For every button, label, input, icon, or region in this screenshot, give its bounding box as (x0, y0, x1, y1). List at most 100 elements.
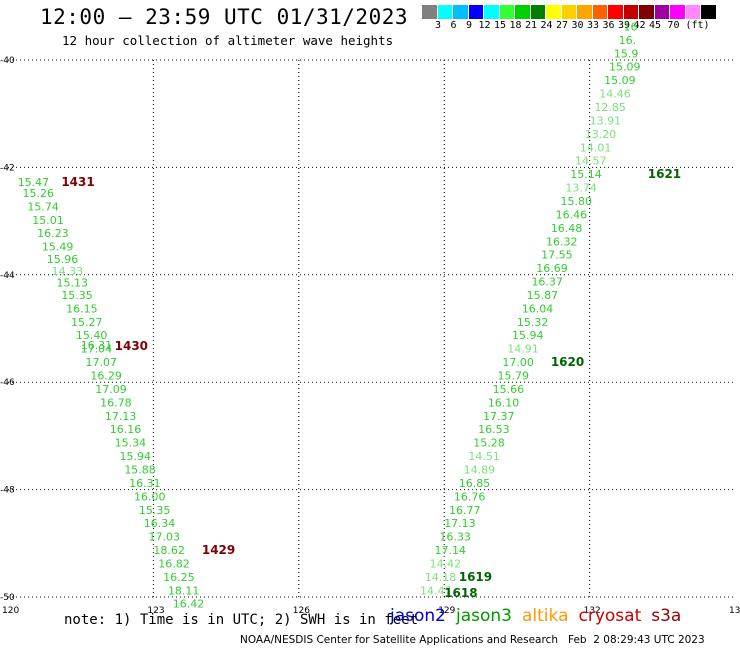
swh-value-label: 14.42 (430, 557, 462, 570)
swh-value-label: 17.09 (95, 383, 127, 396)
swh-value-label: 14.01 (580, 141, 612, 154)
colorbar-label: 39 (617, 20, 631, 31)
swh-value-label: 17.00 (502, 356, 534, 369)
units-note: note: 1) Time is in UTC; 2) SWH is in fe… (64, 612, 419, 628)
colorbar-label: 24 (540, 20, 553, 31)
swh-value-label: 15.09 (604, 74, 636, 87)
swh-value-label: 15.28 (473, 437, 505, 450)
colorbar-labels: 3 6 9 12 15 18 21 24 27 30 33 36 39 42 45 70 (ft) (422, 20, 740, 34)
swh-value-label: 16.00 (134, 490, 166, 503)
map-title: 12:00 — 23:59 UTC 01/31/2023 (40, 5, 409, 29)
swh-value-label: 15.94 (512, 329, 544, 342)
colorbar-label: 6 (450, 20, 457, 31)
swh-value-label: 16.53 (478, 423, 510, 436)
pass-time-label: 1619 (459, 570, 492, 584)
lon-label: 123 (147, 606, 164, 616)
colorbar-swatch (623, 5, 639, 19)
swh-value-label: 16.31 (81, 339, 113, 352)
swh-value-label: 15.14 (570, 168, 602, 181)
lon-label: 126 (293, 606, 310, 616)
colorbar-swatch (437, 5, 453, 19)
swh-value-label: 12.85 (594, 101, 626, 114)
swh-value-label: 16.42 (173, 598, 205, 611)
swh-value-label: 16.33 (439, 531, 471, 544)
swh-value-label: 17.37 (483, 410, 515, 423)
swh-value-label: 14.57 (575, 155, 607, 168)
lat-label: -50 (0, 593, 15, 603)
legend-jason3: jason3 (456, 606, 512, 626)
swh-value-label: 17.04 (81, 343, 113, 356)
swh-value-label: 15.49 (42, 241, 74, 254)
pass-time-label: 1430 (115, 339, 148, 353)
colorbar-swatch (530, 5, 546, 19)
swh-value-label: 15.66 (493, 383, 524, 396)
colorbar-label: 70 (ft) (667, 20, 710, 31)
colorbar-label: 12 (478, 20, 491, 31)
colorbar-swatch (422, 5, 438, 19)
lon-label: 120 (2, 606, 19, 616)
swh-value-label: 16.31 (129, 477, 161, 490)
swh-value-label: 15.88 (124, 463, 156, 476)
pass-time-label: 1431 (61, 175, 94, 189)
swh-value-label: 15.26 (23, 187, 55, 200)
colorbar-swatch (670, 5, 686, 19)
swh-value-label: 17.03 (149, 531, 181, 544)
swh-value-label: 15.09 (609, 61, 641, 74)
colorbar-swatch (484, 5, 500, 19)
swh-value-label: 16.82 (158, 557, 190, 570)
swh-value-label: 15.40 (76, 329, 108, 342)
legend-altika: altika (522, 606, 569, 626)
swh-value-label: 15.87 (527, 289, 559, 302)
swh-value-label: 16.25 (163, 571, 195, 584)
lat-label: -48 (0, 486, 15, 496)
lon-label: 129 (438, 606, 455, 616)
lat-label: -40 (0, 56, 15, 66)
swh-value-label: 15.13 (56, 277, 88, 290)
swh-value-label: 13.91 (590, 114, 622, 127)
swh-value-label: 16.85 (459, 477, 491, 490)
swh-value-label: 15.34 (115, 437, 147, 450)
swh-value-label: 16.69 (536, 262, 568, 275)
colorbar-label: 30 (571, 20, 584, 31)
colorbar-label: 36 (602, 20, 615, 31)
swh-value-label: 15.94 (119, 450, 150, 463)
legend-cryosat: cryosat (578, 606, 642, 626)
legend-s3a: s3a (651, 606, 682, 626)
colorbar-swatch (546, 5, 562, 19)
swh-value-label: 14.47 (420, 584, 452, 597)
colorbar-swatch (561, 5, 577, 19)
swh-value-label: 18.11 (168, 584, 200, 597)
colorbar-swatch (608, 5, 624, 19)
swh-value-label: 16.10 (488, 396, 520, 409)
footer-credit: NOAA/NESDIS Center for Satellite Applica… (240, 634, 705, 646)
lat-label: -44 (0, 271, 15, 281)
swh-value-label: 16.37 (531, 276, 563, 289)
swh-value-label: 16.76 (454, 490, 486, 503)
swh-value-label: 16.15 (66, 302, 98, 315)
colorbar-label: 18 (509, 20, 522, 31)
swh-value-label: 16.32 (546, 235, 578, 248)
swh-value-label: 16.46 (556, 208, 588, 221)
colorbar-label: 15 (493, 20, 507, 31)
swh-value-label: 14.33 (52, 265, 83, 278)
swh-value-label: 17.14 (435, 544, 467, 557)
swh-value-label: 15.96 (47, 253, 78, 266)
colorbar-swatch (654, 5, 670, 19)
swh-value-label: 17.13 (105, 410, 137, 423)
satellite-legend: jason2 jason3 altika cryosat s3a (390, 606, 691, 626)
swh-value-label: 16.16 (110, 423, 142, 436)
swh-value-label: 17.13 (444, 517, 476, 530)
colorbar-swatch (499, 5, 515, 19)
colorbar-swatch (639, 5, 655, 19)
swh-value-label: 15.35 (61, 289, 93, 302)
swh-value-label: 16.23 (37, 227, 69, 240)
swh-value-label: 16. (619, 34, 637, 47)
swh-value-label: 15.01 (32, 214, 64, 227)
swh-value-label: 15.47 (18, 176, 50, 189)
pass-time-label: 1621 (648, 167, 681, 181)
map-subtitle: 12 hour collection of altimeter wave hei… (62, 33, 394, 48)
swh-value-label: 16.77 (449, 504, 481, 517)
swh-value-label: 15.27 (71, 316, 103, 329)
swh-value-label: 14.89 (464, 463, 496, 476)
colorbar-swatch (468, 5, 484, 19)
